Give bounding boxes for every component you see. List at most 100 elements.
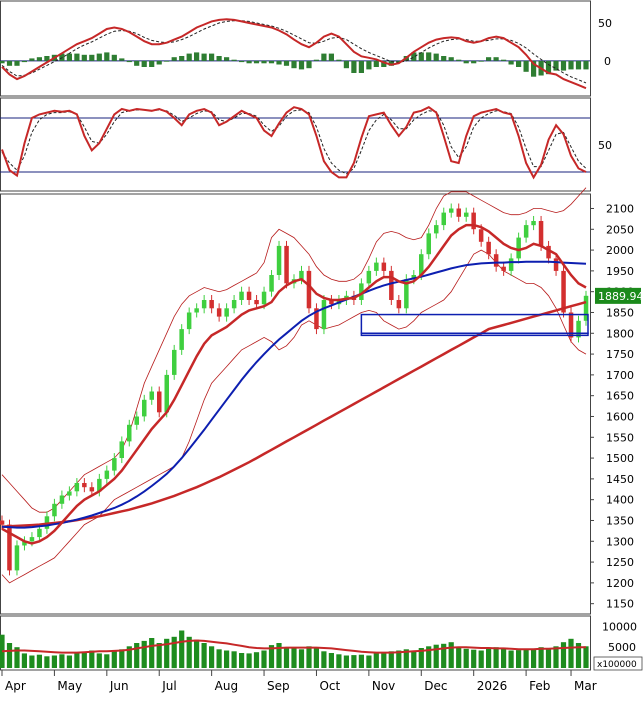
volume-bar	[336, 654, 342, 669]
volume-bar	[538, 647, 544, 668]
x-axis-label: Jun	[109, 679, 129, 693]
macd-histogram-bar	[575, 60, 582, 70]
macd-histogram-bar	[568, 60, 574, 70]
stochastic-panel: 50	[0, 97, 612, 192]
macd-histogram-bar	[276, 60, 282, 65]
volume-bar	[29, 655, 35, 668]
volume-bar	[388, 651, 394, 668]
price-frame	[0, 193, 591, 615]
candle-body	[224, 308, 229, 317]
volume-bar	[104, 654, 110, 669]
candle-body	[186, 312, 192, 330]
candle-body	[29, 537, 35, 542]
volume-unit-label: x100000	[597, 660, 637, 670]
candle-body	[239, 291, 244, 300]
x-axis-label: 2026	[477, 679, 508, 693]
candle-body	[97, 478, 102, 492]
macd-histogram-bar	[231, 59, 237, 61]
volume-bar	[134, 643, 140, 668]
candle-body	[67, 491, 72, 496]
volume-bar	[44, 656, 50, 668]
volume-bar	[448, 642, 454, 668]
candle-body	[246, 291, 252, 300]
macd-histogram-bar	[516, 60, 522, 67]
candle-body	[306, 270, 312, 309]
macd-histogram-bar	[44, 56, 50, 61]
candle-body	[299, 270, 304, 280]
macd-histogram-bar	[149, 60, 155, 67]
volume-unit-box	[593, 656, 643, 671]
macd-frame	[0, 0, 591, 97]
macd-histogram-bar	[141, 60, 147, 67]
volume-bar	[328, 653, 334, 668]
volume-bar	[156, 643, 162, 668]
stochastic-tick-label: 50	[598, 139, 612, 152]
macd-histogram-bar	[433, 53, 439, 61]
macd-histogram-bar	[156, 60, 162, 65]
macd-histogram-bar	[29, 58, 35, 61]
macd-histogram-bar	[388, 60, 394, 66]
macd-histogram-bar	[81, 54, 87, 61]
candle-body	[164, 374, 169, 413]
volume-bar	[471, 649, 477, 668]
volume-bar	[164, 638, 170, 668]
volume-bar	[194, 639, 200, 668]
macd-histogram-bar	[111, 54, 117, 61]
volume-bar	[51, 655, 57, 668]
price-tick-label: 2000	[606, 244, 634, 257]
candle-body	[464, 212, 469, 217]
candle-body	[134, 416, 139, 425]
volume-bar	[575, 643, 582, 668]
macd-histogram-bar	[358, 60, 364, 73]
candle-body	[321, 300, 327, 330]
macd-histogram-bar	[179, 56, 185, 61]
volume-bar	[209, 646, 215, 668]
volume-bar	[426, 646, 432, 668]
macd-histogram-bar	[456, 59, 462, 61]
candle-body	[157, 391, 162, 413]
macd-histogram-bar	[448, 57, 454, 61]
volume-bar	[89, 650, 95, 668]
candle-body	[419, 254, 424, 275]
candle-body	[112, 458, 117, 471]
volume-bar	[141, 640, 147, 668]
candle-body	[456, 208, 461, 217]
price-tick-label: 1300	[606, 535, 634, 548]
macd-histogram-bar	[89, 54, 95, 61]
x-axis-label: May	[57, 679, 82, 693]
volume-tick-label: 5000	[608, 641, 636, 654]
candle-body	[89, 487, 95, 492]
price-tick-label: 1350	[606, 514, 634, 527]
candle-body	[119, 441, 124, 458]
volume-bar	[171, 636, 177, 669]
candle-body	[254, 300, 259, 305]
macd-histogram-bar	[36, 57, 42, 61]
volume-bar	[523, 649, 529, 669]
candle-body	[508, 258, 514, 271]
volume-bar	[268, 645, 275, 668]
macd-histogram-bar	[321, 53, 327, 61]
volume-bar	[568, 638, 574, 668]
candle-body	[553, 258, 559, 271]
macd-histogram-bar	[418, 52, 424, 61]
volume-ma-line	[1, 639, 586, 654]
candle-body	[231, 300, 237, 309]
macd-histogram-bar	[306, 60, 312, 69]
candle-body	[74, 483, 80, 492]
volume-bar	[418, 648, 424, 668]
candle-body	[396, 300, 402, 309]
macd-histogram-bar	[366, 60, 372, 70]
volume-bar	[493, 647, 499, 668]
volume-bar	[463, 648, 469, 668]
price-tick-label: 2050	[606, 223, 634, 236]
macd-histogram-bar	[268, 60, 275, 64]
candle-body	[142, 399, 147, 417]
volume-bar	[14, 647, 20, 668]
candle-body	[374, 262, 379, 271]
volume-bar	[276, 643, 282, 668]
macd-histogram-bar	[396, 60, 402, 63]
candle-body	[22, 541, 27, 546]
last-price-label: 1889.94	[598, 290, 644, 303]
macd-histogram-bar	[560, 60, 567, 71]
